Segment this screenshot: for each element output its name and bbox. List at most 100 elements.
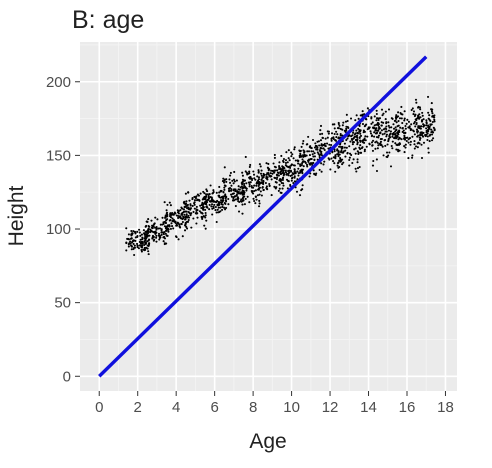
data-point [177, 216, 180, 219]
data-point [128, 242, 131, 245]
data-point [262, 182, 265, 186]
data-point [234, 204, 237, 208]
data-point [257, 176, 261, 179]
data-point [360, 147, 363, 150]
data-point [185, 210, 188, 213]
data-point [151, 230, 154, 233]
data-point [266, 172, 269, 175]
data-point [433, 116, 436, 119]
data-point [195, 222, 198, 225]
data-point [331, 123, 334, 126]
data-point [348, 158, 351, 162]
data-point [187, 218, 190, 222]
data-point [407, 157, 410, 160]
data-point [412, 129, 415, 132]
y-tick-label: 100 [46, 221, 71, 238]
data-point [351, 143, 354, 146]
data-point [186, 220, 190, 223]
y-axis-label: Height [5, 185, 28, 246]
data-point [193, 203, 196, 206]
data-point [164, 232, 167, 235]
data-point [292, 181, 295, 185]
data-point [368, 143, 371, 146]
data-point [331, 151, 334, 154]
data-point [170, 222, 173, 225]
data-point [429, 133, 432, 136]
data-point [324, 137, 327, 140]
data-point [241, 174, 244, 177]
data-point [427, 111, 430, 114]
data-point [188, 199, 191, 202]
data-point [215, 220, 218, 224]
data-point [404, 127, 407, 130]
data-point [265, 173, 268, 176]
data-point [241, 212, 244, 215]
data-point [130, 244, 133, 247]
data-point [403, 151, 406, 154]
data-point [379, 140, 383, 143]
data-point [343, 146, 346, 149]
data-point [164, 215, 167, 218]
data-point [165, 229, 168, 232]
data-point [290, 179, 293, 182]
data-point [230, 184, 233, 187]
data-point [212, 206, 215, 210]
data-point [222, 191, 225, 194]
data-point [125, 227, 128, 230]
data-point [132, 239, 135, 242]
data-point [415, 101, 418, 104]
data-point [204, 214, 207, 217]
data-point [418, 113, 421, 116]
data-point [249, 163, 252, 167]
data-point [185, 213, 188, 216]
data-point [191, 196, 194, 200]
x-tick-label: 14 [360, 399, 377, 416]
y-axis: 0 50 100 150 200 [46, 74, 80, 385]
data-point [395, 136, 398, 139]
data-point [375, 169, 379, 173]
data-point [395, 128, 398, 131]
data-point [166, 214, 169, 217]
x-axis: 0 2 4 6 8 10 12 14 16 18 [95, 391, 454, 416]
data-point [212, 199, 215, 202]
data-point [252, 192, 255, 195]
data-point [369, 132, 373, 135]
data-point [287, 180, 290, 183]
data-point [399, 142, 402, 146]
data-point [230, 189, 233, 192]
data-point [345, 139, 348, 142]
data-point [151, 236, 154, 239]
data-point [348, 145, 351, 148]
data-point [202, 190, 205, 193]
data-point [383, 132, 386, 135]
data-point [159, 223, 162, 226]
data-point [181, 235, 184, 238]
data-point [283, 173, 286, 176]
y-tick-label: 150 [46, 147, 71, 164]
data-point [385, 135, 388, 138]
data-point [265, 185, 268, 188]
data-point [202, 215, 205, 218]
data-point [430, 139, 434, 142]
data-point [397, 111, 400, 114]
data-point [302, 160, 305, 163]
data-point [392, 123, 395, 126]
data-point [379, 132, 382, 135]
data-point [393, 119, 396, 122]
data-point [341, 151, 344, 154]
data-point [433, 120, 436, 123]
data-point [425, 127, 428, 130]
data-point [203, 202, 206, 205]
data-point [277, 172, 280, 175]
data-point [380, 108, 384, 111]
data-point [267, 162, 270, 166]
data-point [397, 143, 400, 146]
data-point [301, 172, 304, 175]
data-point [180, 223, 183, 226]
data-point [138, 228, 141, 231]
data-point [371, 164, 375, 167]
data-point [384, 110, 387, 113]
data-point [338, 145, 341, 148]
data-point [171, 217, 174, 220]
data-point [157, 234, 160, 237]
